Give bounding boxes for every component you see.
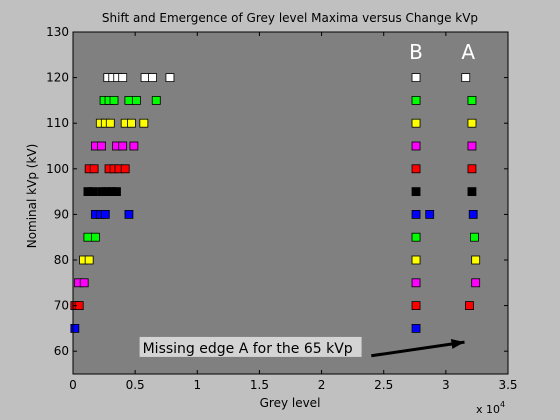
x-tick-label: 3 <box>442 378 450 392</box>
data-point <box>411 301 421 311</box>
y-tick-label: 130 <box>46 25 69 39</box>
x-tick-label: 0.5 <box>126 378 145 392</box>
data-point <box>89 164 99 174</box>
data-point <box>127 118 136 128</box>
data-point <box>88 187 98 197</box>
data-point <box>70 323 80 333</box>
data-point <box>468 209 478 219</box>
data-point <box>97 141 106 151</box>
data-point <box>411 278 421 288</box>
data-point <box>467 141 477 151</box>
data-point <box>470 232 479 242</box>
x-multiplier-label: x 104 <box>476 400 505 416</box>
arrow-head <box>450 339 465 349</box>
data-point <box>105 118 115 128</box>
data-point <box>411 255 421 265</box>
data-point <box>411 187 421 197</box>
data-point <box>131 96 141 105</box>
data-point <box>140 73 150 82</box>
data-point <box>411 96 421 105</box>
data-point <box>118 73 128 82</box>
data-point <box>471 278 481 288</box>
label-a: A <box>461 40 475 64</box>
data-point <box>467 187 477 197</box>
label-b: B <box>409 40 423 64</box>
data-point <box>411 323 421 333</box>
x-tick-label: 2 <box>318 378 326 392</box>
data-point <box>411 73 421 82</box>
data-point <box>411 164 421 174</box>
data-point <box>118 141 128 151</box>
data-point <box>461 73 471 82</box>
data-point <box>139 118 149 128</box>
data-point <box>467 118 477 128</box>
chart-title: Shift and Emergence of Grey level Maxima… <box>102 11 478 25</box>
x-tick-label: 1 <box>193 378 201 392</box>
data-point <box>411 232 421 242</box>
data-point <box>112 187 121 197</box>
plot-area <box>73 32 508 374</box>
data-point <box>411 209 421 219</box>
y-axis-label: Nominal kVp (kV) <box>25 144 39 249</box>
axis-ticks: 0 0.5 1 1.5 2 2.5 3 3.5 60 70 80 90 100 110 120 130 <box>46 25 517 392</box>
y-tick-label: 60 <box>54 344 69 358</box>
data-point <box>120 164 130 174</box>
data-point <box>165 73 175 82</box>
data-point <box>124 209 134 219</box>
data-point <box>411 118 421 128</box>
y-tick-label: 120 <box>46 71 69 85</box>
x-tick-label: 3.5 <box>498 378 517 392</box>
x-tick-label: 0 <box>69 378 77 392</box>
annotation-text: Missing edge A for the 65 kVp <box>143 341 353 357</box>
x-axis-label: Grey level <box>260 396 321 410</box>
data-point <box>411 141 421 151</box>
y-tick-label: 110 <box>46 116 69 130</box>
data-point <box>151 96 161 105</box>
data-point <box>467 96 477 105</box>
y-tick-label: 80 <box>54 253 69 267</box>
y-tick-label: 100 <box>46 162 69 176</box>
data-point <box>129 141 139 151</box>
annotation-box <box>139 336 362 357</box>
x-tick-label: 1.5 <box>250 378 269 392</box>
axes-frame <box>72 31 509 375</box>
y-tick-label: 90 <box>54 207 69 221</box>
data-point <box>83 232 93 242</box>
annotations: B A Missing edge A for the 65 kVp <box>139 40 475 358</box>
data-point <box>124 96 134 105</box>
data-point <box>84 255 94 265</box>
annotation-arrow <box>371 340 465 358</box>
data-point <box>148 73 157 82</box>
data-point <box>90 232 100 242</box>
data-point <box>425 209 435 219</box>
data-point <box>79 278 89 288</box>
data-point <box>467 164 477 174</box>
y-tick-label: 70 <box>54 299 69 313</box>
data-point <box>471 255 481 265</box>
data-point <box>109 96 119 105</box>
data-point <box>465 301 474 311</box>
x-tick-label: 2.5 <box>374 378 393 392</box>
data-points <box>70 73 481 333</box>
data-point <box>100 209 110 219</box>
